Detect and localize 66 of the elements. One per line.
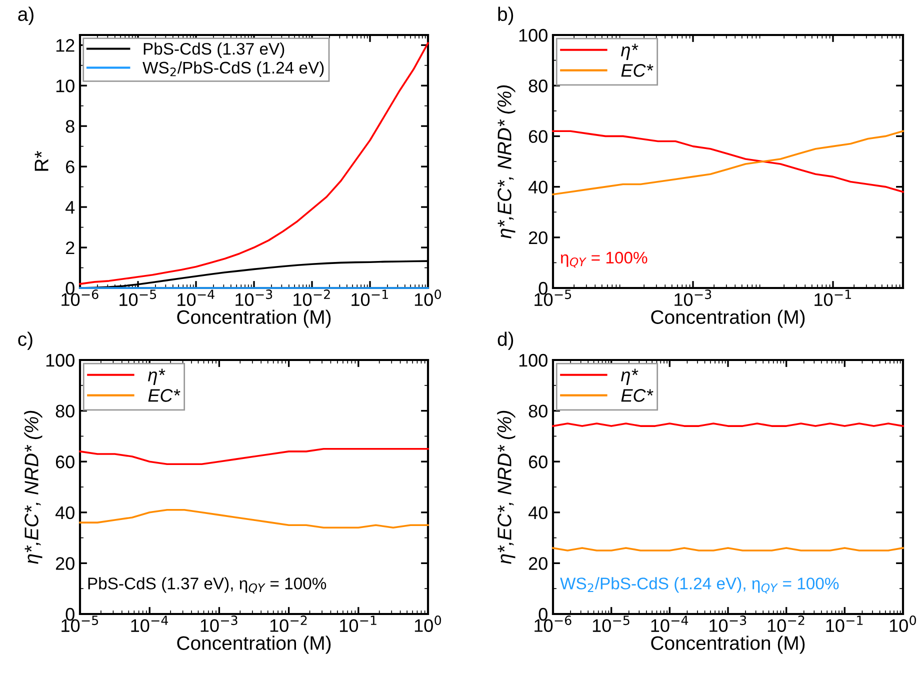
line-series — [79, 448, 429, 466]
y-axis-title: η*,EC*, NRD* (%) — [24, 410, 42, 564]
y-tick-label: 40 — [528, 506, 548, 520]
chart-title: c) — [18, 332, 32, 350]
y-tick-label: 4 — [66, 201, 75, 214]
x-tick-label: 10$^{−1}$ — [826, 616, 863, 632]
chart-title: d) — [498, 332, 514, 350]
y-tick-label: 80 — [528, 80, 548, 92]
x-tick-label: 10$^{−3}$ — [710, 616, 746, 632]
x-axis-title: Concentration (M) — [651, 310, 805, 328]
x-tick-label: 10$^{−1}$ — [814, 290, 851, 306]
x-axis-title: Concentration (M) — [177, 310, 331, 328]
annotation: WS$_{2}$/PbS-CdS (1.24 eV), η$_{QY}$ = 100% — [560, 577, 839, 594]
y-tick-label: 100 — [519, 354, 548, 367]
y-tick-label: 80 — [56, 404, 74, 418]
y-axis-title: R* — [34, 151, 48, 171]
chart-title: a) — [18, 6, 34, 25]
annotation: η$_{QY}$ = 100% — [560, 252, 648, 268]
x-tick-label: 10$^{−4}$ — [178, 290, 214, 306]
y-tick-label: 8 — [66, 120, 74, 133]
x-tick-label: 10$^{0}$ — [414, 616, 442, 632]
x-tick-label: 10$^{−4}$ — [131, 616, 168, 632]
x-tick-label: 10$^{−5}$ — [120, 290, 156, 306]
y-tick-label: 40 — [55, 506, 74, 520]
y-tick-label: 20 — [56, 557, 74, 570]
legend-label: PbS-CdS (1.37 eV) — [144, 42, 284, 58]
x-tick-label: 10$^{−3}$ — [674, 290, 712, 306]
annotation: PbS-CdS (1.37 eV), η$_{QY}$ = 100% — [88, 577, 326, 594]
x-tick-label: 10$^{0}$ — [890, 616, 916, 632]
line-series — [79, 42, 429, 285]
x-tick-label: 10$^{−4}$ — [651, 616, 688, 632]
y-tick-label: 60 — [56, 456, 74, 468]
legend-label: η* — [621, 368, 638, 385]
y-tick-label: 60 — [528, 130, 548, 143]
y-tick-label: 20 — [528, 231, 548, 244]
y-tick-label: 6 — [66, 160, 74, 174]
x-tick-label: 10$^{0}$ — [414, 290, 442, 306]
legend-label: EC* — [621, 389, 654, 402]
x-tick-label: 10$^{−1}$ — [340, 616, 376, 632]
y-axis-title: η*,EC*, NRD* (%) — [497, 410, 516, 564]
legend-label: EC* — [148, 389, 180, 402]
x-axis-title: Concentration (M) — [651, 636, 805, 654]
y-tick-label: 2 — [66, 241, 74, 254]
x-tick-label: 10$^{−2}$ — [768, 616, 804, 632]
y-tick-label: 40 — [528, 180, 548, 194]
y-tick-label: 100 — [519, 28, 548, 42]
legend-label: WS$_{2}$/PbS-CdS (1.24 eV) — [142, 61, 324, 77]
y-axis-title: η*,EC*, NRD* (%) — [497, 85, 516, 238]
y-tick-label: 80 — [528, 404, 548, 418]
chart-title: b) — [498, 6, 514, 25]
legend-label: η* — [621, 44, 638, 60]
x-tick-label: 10$^{−5}$ — [592, 616, 630, 632]
x-tick-label: 10$^{−3}$ — [236, 290, 272, 306]
y-tick-label: 20 — [528, 557, 548, 570]
y-tick-label: 60 — [528, 456, 548, 468]
y-tick-label: 12 — [56, 39, 74, 52]
x-tick-label: 10$^{−3}$ — [200, 616, 238, 632]
y-tick-label: 100 — [46, 354, 74, 367]
x-axis-title: Concentration (M) — [177, 636, 331, 654]
legend-label: EC* — [621, 64, 654, 77]
legend-label: η* — [148, 368, 166, 385]
line-series — [79, 508, 429, 529]
y-tick-label: 10 — [56, 80, 74, 92]
x-tick-label: 10$^{−1}$ — [352, 290, 388, 306]
x-tick-label: 10$^{−2}$ — [294, 290, 330, 306]
x-tick-label: 10$^{−2}$ — [270, 616, 307, 632]
